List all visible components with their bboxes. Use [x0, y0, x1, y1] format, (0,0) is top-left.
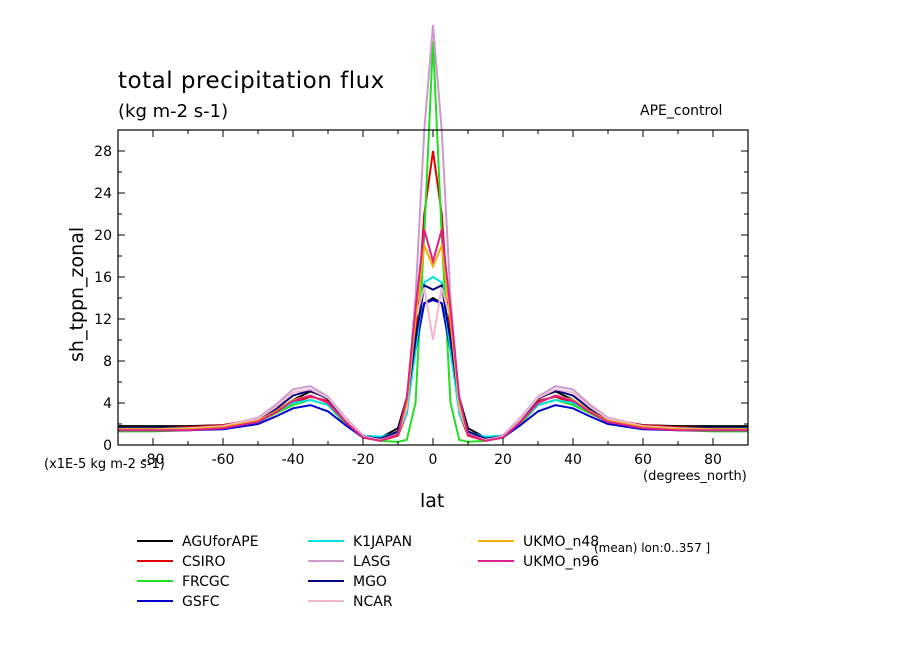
- legend-label: NCAR: [353, 594, 393, 610]
- x-tick-label: 20: [494, 452, 512, 468]
- legend-label: FRCGC: [182, 574, 230, 590]
- chart-units: (kg m-2 s-1): [118, 101, 229, 122]
- series-line-frcgc: [118, 40, 748, 443]
- series-line-ncar: [118, 287, 748, 441]
- series-line-ukmo_n48: [118, 241, 748, 442]
- x-axis-label: lat: [420, 490, 445, 512]
- x-tick-label: -60: [212, 452, 235, 468]
- x-tick-label: 0: [429, 452, 438, 468]
- x-tick-label: 40: [564, 452, 582, 468]
- y-tick-label: 0: [103, 438, 112, 454]
- x-tick-label: 60: [634, 452, 652, 468]
- y-tick-label: 20: [94, 228, 112, 244]
- x-tick-label: -20: [352, 452, 375, 468]
- y-unit-note: (x1E-5 kg m-2 s-1): [44, 457, 165, 472]
- series-line-gsfc: [118, 299, 748, 441]
- y-tick-label: 24: [94, 186, 112, 202]
- legend-label: AGUforAPE: [182, 534, 259, 550]
- x-tick-label: -40: [282, 452, 305, 468]
- y-tick-label: 4: [103, 396, 112, 412]
- legend-label: GSFC: [182, 594, 220, 610]
- y-tick-label: 8: [103, 354, 112, 370]
- legend-label: MGO: [353, 574, 387, 590]
- x-unit-note: (degrees_north): [643, 469, 747, 484]
- legend-label: UKMO_n96: [523, 554, 599, 570]
- legend-label: CSIRO: [182, 554, 226, 570]
- series-line-ukmo_n96: [118, 229, 748, 442]
- plot-frame: [117, 129, 749, 446]
- mean-note: (mean) lon:0..357 ]: [594, 541, 711, 555]
- x-tick-label: 80: [704, 452, 722, 468]
- series-line-aguforape: [118, 296, 748, 439]
- series-line-lasg: [118, 24, 748, 441]
- series-line-mgo: [118, 283, 748, 440]
- legend-label: K1JAPAN: [353, 534, 412, 550]
- chart-title: total precipitation flux: [118, 68, 385, 94]
- y-tick-label: 16: [94, 270, 112, 286]
- experiment-label: APE_control: [640, 103, 723, 119]
- y-tick-label: 28: [94, 144, 112, 160]
- x-tick-label: -80: [142, 452, 165, 468]
- legend-label: LASG: [353, 554, 390, 570]
- y-tick-label: 12: [94, 312, 112, 328]
- legend-label: UKMO_n48: [523, 534, 599, 550]
- series-line-csiro: [118, 150, 748, 442]
